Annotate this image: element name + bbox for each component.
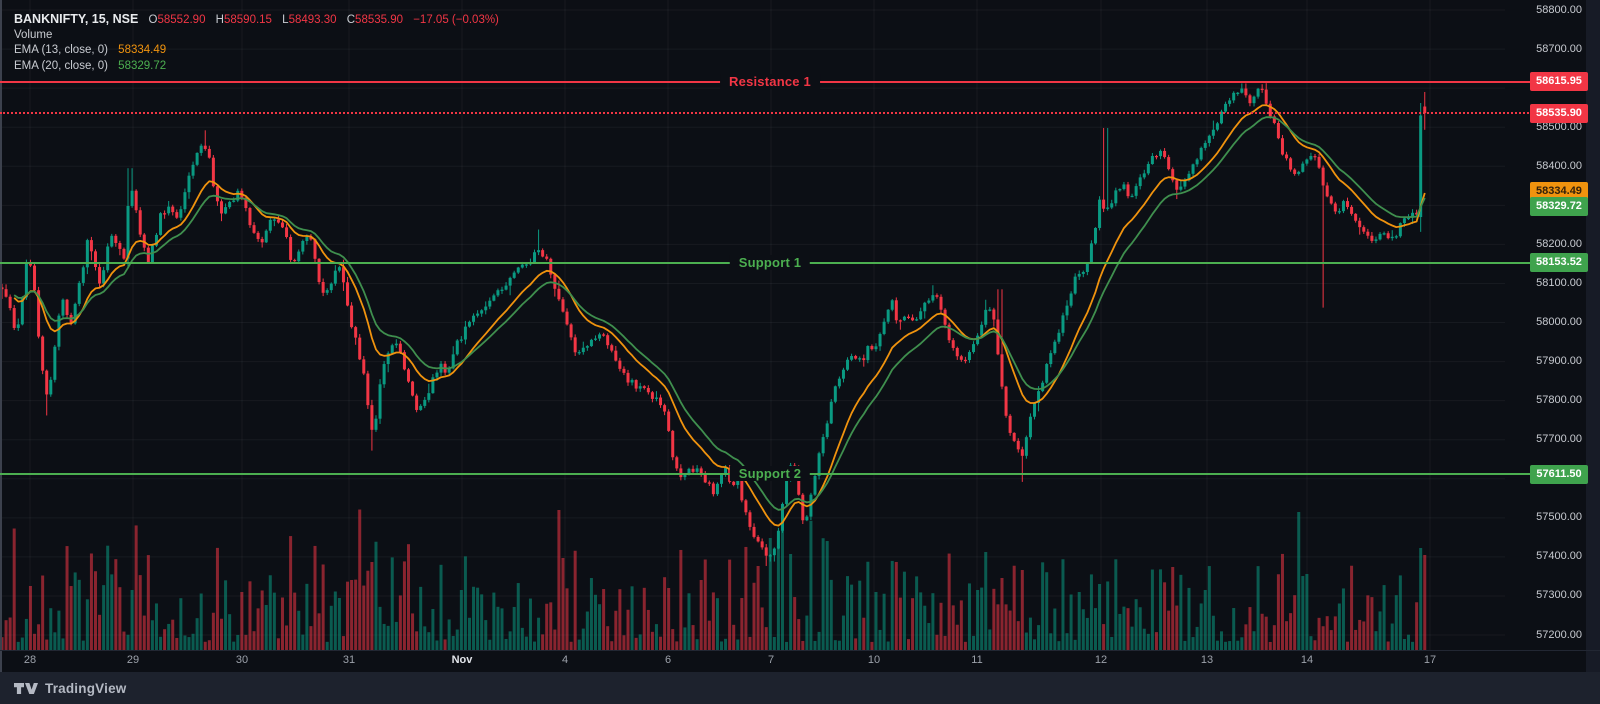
time-tick-label: 7 (767, 654, 775, 666)
ema20-label: EMA (20, close, 0) (14, 59, 108, 72)
time-tick-label: 28 (23, 654, 37, 666)
support1-label[interactable]: Support 1 (729, 254, 811, 270)
time-tick-label: 11 (971, 654, 983, 666)
last-price-line (0, 112, 1540, 115)
resistance1-price-badge: 58615.95 (1530, 72, 1588, 92)
legend-symbol-row[interactable]: BANKNIFTY, 15, NSE O58552.90 H58590.15 L… (14, 12, 499, 28)
price-tick-label: 57800.00 (1536, 394, 1582, 407)
ema20-value: 58329.72 (118, 59, 167, 72)
support1-price-badge: 58153.52 (1530, 253, 1588, 273)
tradingview-logo-icon[interactable] (14, 681, 38, 696)
time-scale[interactable]: 28 29 30 31 Nov 4 6 7 10 11 12 13 14 17 (0, 650, 1600, 673)
time-tick-label: 17 (1423, 654, 1437, 666)
symbol-title: BANKNIFTY, 15, NSE (14, 12, 139, 26)
close-label: C (346, 14, 356, 26)
time-tick-label: 6 (664, 654, 672, 666)
legend-volume-row[interactable]: Volume (14, 28, 499, 44)
high-value: 58590.15 (223, 14, 272, 26)
time-tick-label: 14 (1300, 654, 1314, 666)
open-label: O (148, 14, 158, 26)
attribution-bar: TradingView (0, 672, 1600, 704)
price-tick-label: 58400.00 (1536, 159, 1582, 172)
low-value: 58493.30 (288, 14, 337, 26)
price-tick-label: 57500.00 (1536, 511, 1582, 524)
last-price-badge: 58535.90 (1530, 103, 1588, 123)
price-tick-label: 58700.00 (1536, 42, 1582, 55)
ema20-price-badge: 58329.72 (1530, 196, 1588, 216)
change-value: −17.05 (−0.03%) (413, 14, 499, 26)
time-tick-label: 10 (867, 654, 881, 666)
open-value: 58552.90 (157, 14, 206, 26)
price-tick-label: 57400.00 (1536, 550, 1582, 563)
price-tick-label: 58100.00 (1536, 276, 1582, 289)
time-tick-label: Nov (451, 654, 473, 666)
time-tick-label: 29 (126, 654, 140, 666)
legend-ema13-row[interactable]: EMA (13, close, 0) 58334.49 (14, 43, 499, 59)
tradingview-wordmark[interactable]: TradingView (45, 680, 127, 696)
low-label: L (282, 14, 289, 26)
time-tick-label: 12 (1094, 654, 1108, 666)
support2-label[interactable]: Support 2 (729, 466, 811, 482)
volume-label: Volume (14, 28, 53, 41)
time-tick-label: 4 (561, 654, 569, 666)
price-tick-label: 57700.00 (1536, 433, 1582, 446)
right-gutter (1586, 0, 1600, 672)
legend: BANKNIFTY, 15, NSE O58552.90 H58590.15 L… (14, 12, 499, 74)
time-tick-label: 30 (235, 654, 249, 666)
price-tick-label: 58800.00 (1536, 3, 1582, 16)
price-tick-label: 57300.00 (1536, 589, 1582, 602)
time-tick-label: 13 (1200, 654, 1214, 666)
ema13-line (13, 104, 1426, 527)
close-value: 58535.90 (355, 14, 404, 26)
price-tick-label: 57900.00 (1536, 355, 1582, 368)
legend-ema20-row[interactable]: EMA (20, close, 0) 58329.72 (14, 59, 499, 75)
price-tick-label: 58000.00 (1536, 316, 1582, 328)
resistance1-label[interactable]: Resistance 1 (720, 73, 820, 89)
price-tick-label: 58200.00 (1536, 237, 1582, 250)
candlestick-chart[interactable] (0, 0, 1600, 650)
ema13-price-badge: 58334.49 (1530, 182, 1588, 202)
price-tick-label: 58500.00 (1536, 120, 1582, 133)
ema13-value: 58334.49 (118, 44, 167, 56)
ema20-line (13, 116, 1426, 511)
ema13-label: EMA (13, close, 0) (14, 44, 108, 56)
time-tick-label: 31 (342, 654, 356, 666)
left-edge-divider (0, 0, 2, 672)
support2-price-badge: 57611.50 (1530, 464, 1588, 484)
price-tick-label: 57200.00 (1536, 628, 1582, 641)
high-label: H (215, 14, 224, 26)
